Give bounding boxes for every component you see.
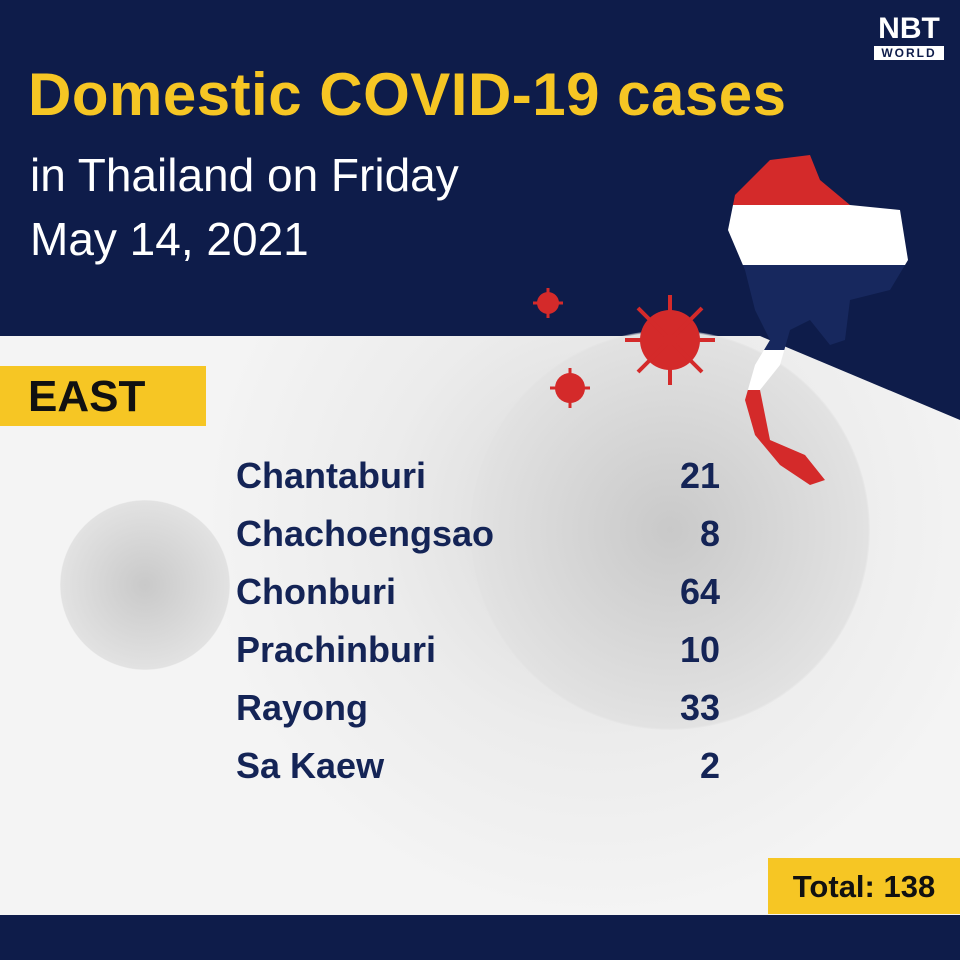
province-name: Prachinburi: [236, 629, 437, 670]
case-count: 8: [699, 513, 720, 554]
table-row: Sa Kaew 2: [236, 745, 720, 803]
case-count: 64: [679, 571, 720, 612]
case-count: 10: [679, 629, 720, 670]
virus-background-image-small: [60, 500, 230, 670]
province-name: Chantaburi: [236, 455, 427, 496]
total-badge: Total: 138: [768, 858, 960, 914]
virus-icons: [533, 288, 715, 408]
province-name: Chonburi: [236, 571, 396, 612]
table-row: Chantaburi 21: [236, 455, 720, 513]
page-title: Domestic COVID-19 cases: [28, 61, 787, 128]
subtitle-line1: in Thailand on Friday: [30, 149, 459, 201]
case-count: 2: [699, 745, 720, 786]
table-row: Prachinburi 10: [236, 629, 720, 687]
cases-table: Chantaburi 21 Chachoengsao 8 Chonburi 64 Pr…: [236, 455, 720, 803]
virus-background-image: [470, 330, 870, 730]
province-name: Rayong: [236, 687, 369, 728]
table-row: Chonburi 64: [236, 571, 720, 629]
logo-subtext: WORLD: [874, 46, 944, 60]
case-count: 21: [679, 455, 720, 496]
region-label: EAST: [0, 366, 206, 426]
table-row: Rayong 33: [236, 687, 720, 745]
province-name: Chachoengsao: [236, 513, 495, 554]
case-count: 33: [679, 687, 720, 728]
nbt-world-logo: NBT WORLD: [874, 14, 944, 60]
table-row: Chachoengsao 8: [236, 513, 720, 571]
thailand-flag-map-icon: [533, 155, 908, 485]
subtitle-date: May 14, 2021: [30, 213, 309, 265]
logo-text: NBT: [878, 12, 940, 45]
province-name: Sa Kaew: [236, 745, 385, 786]
